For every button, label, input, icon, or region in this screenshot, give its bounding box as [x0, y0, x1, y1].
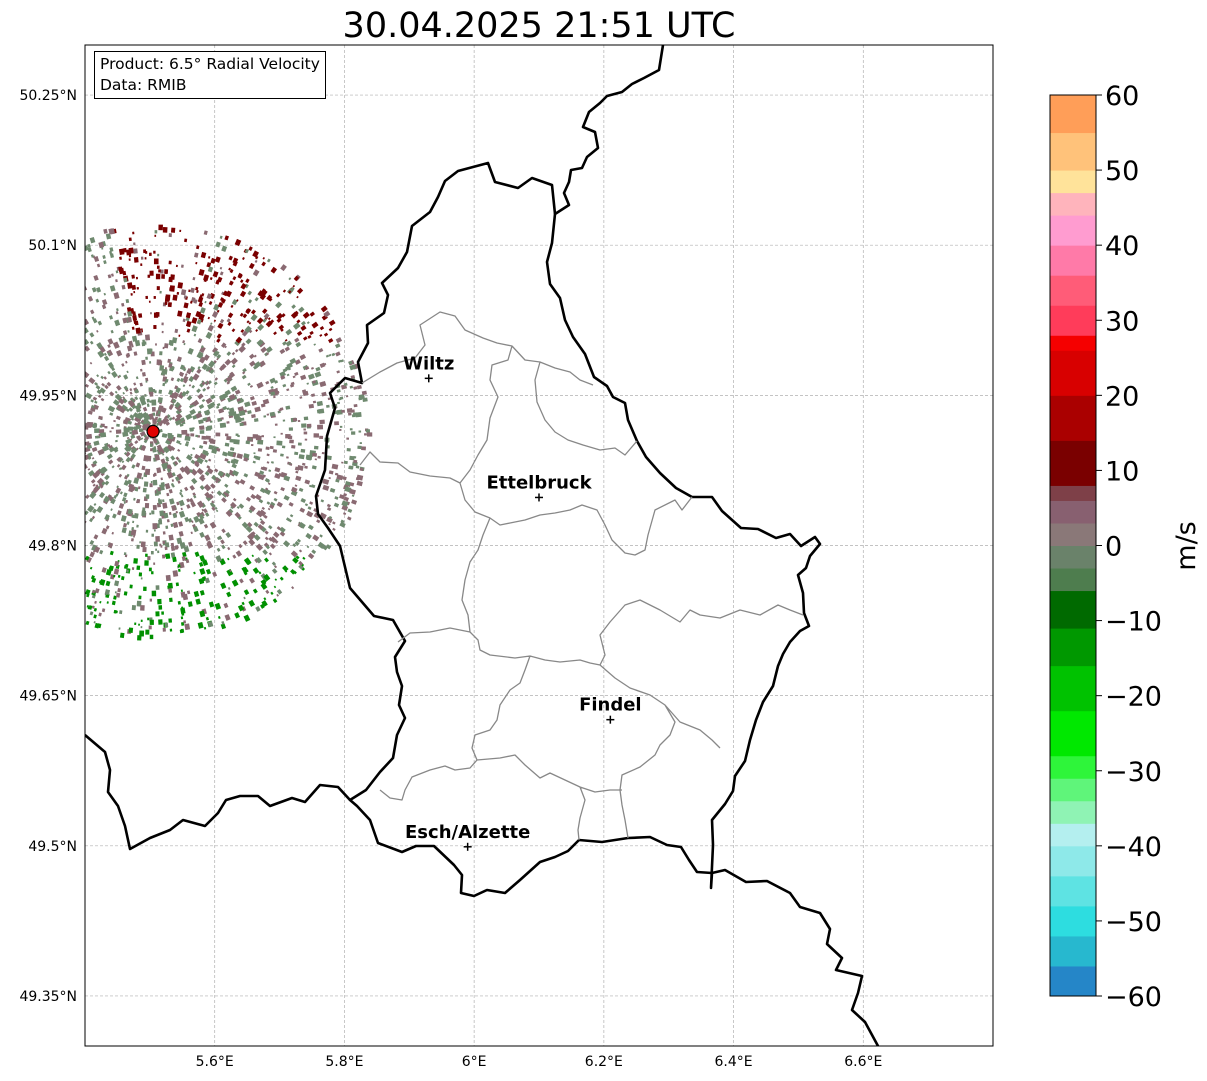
colorbar-tick-label: 10 [1105, 456, 1139, 487]
colorbar-segment [1050, 875, 1096, 907]
lat-tick-label: 49.5°N [28, 839, 77, 855]
axis-ticks: 50.25°N 50.1°N 49.95°N 49.8°N 49.65°N 49.5°N 4… [19, 88, 882, 1070]
colorbar-tick-label: 50 [1105, 156, 1139, 187]
colorbar-segment [1050, 522, 1096, 546]
canton-boundaries [359, 311, 804, 841]
colorbar-tick-label: −60 [1105, 982, 1162, 1013]
colorbar-segment [1050, 170, 1096, 194]
product-info-box: Product: 6.5° Radial Velocity Data: RMIB [94, 51, 326, 99]
colorbar-tick-label: 0 [1105, 532, 1122, 563]
colorbar-segment [1050, 500, 1096, 524]
radar-site-marker [146, 424, 160, 438]
colorbar-segment [1050, 335, 1096, 351]
colorbar-tick-label: −20 [1105, 682, 1162, 713]
colorbar-segment [1050, 800, 1096, 824]
colorbar-segment [1050, 665, 1096, 712]
city-findel: Findel [579, 695, 642, 724]
colorbar-segment [1050, 845, 1096, 877]
lon-tick-label: 6.6°E [844, 1054, 882, 1070]
colorbar-tick-label: 20 [1105, 381, 1139, 412]
city-markers: Wiltz Ettelbruck Findel Esch/Alzette [403, 353, 642, 851]
radar-echoes [85, 224, 373, 641]
city-ettelbruck: Ettelbruck [486, 472, 593, 502]
lat-tick-label: 49.95°N [19, 388, 77, 404]
colorbar-tick-label: 30 [1105, 306, 1139, 337]
colorbar-segment [1050, 710, 1096, 757]
country-border-lux-west [314, 161, 713, 898]
lat-tick-label: 49.65°N [19, 689, 77, 705]
colorbar-segment [1050, 905, 1096, 937]
city-label: Ettelbruck [486, 472, 592, 493]
city-esch-alzette: Esch/Alzette [405, 822, 530, 851]
graticule [85, 45, 993, 1046]
colorbar-segment [1050, 935, 1096, 967]
colorbar-tick-label: −30 [1105, 757, 1162, 788]
colorbar-tick-label: 60 [1105, 81, 1139, 112]
colorbar-tick-label: −10 [1105, 607, 1162, 638]
colorbar-segment [1050, 245, 1096, 276]
lat-tick-label: 49.8°N [28, 539, 77, 555]
colorbar-segment [1050, 440, 1096, 486]
colorbar-segment [1050, 755, 1096, 779]
map-frame [84, 44, 994, 1047]
colorbar-segment [1050, 192, 1096, 216]
city-label: Esch/Alzette [405, 822, 530, 843]
lat-tick-label: 50.25°N [19, 88, 77, 104]
country-border-france [85, 734, 351, 851]
colorbar-segment [1050, 395, 1096, 441]
lon-tick-label: 6.2°E [585, 1054, 623, 1070]
colorbar-segment [1050, 545, 1096, 569]
lon-tick-label: 5.6°E [196, 1054, 234, 1070]
data-source-line: Data: RMIB [100, 76, 187, 94]
colorbar-unit-label: m/s [1171, 521, 1202, 570]
colorbar-segment [1050, 95, 1096, 134]
colorbar-segment [1050, 965, 1096, 997]
colorbar-tick-label: −40 [1105, 832, 1162, 863]
colorbar-segment [1050, 132, 1096, 171]
lat-tick-label: 49.35°N [19, 989, 77, 1005]
colorbar-segment [1050, 590, 1096, 629]
lon-tick-label: 6°E [462, 1054, 487, 1070]
lon-tick-label: 5.8°E [325, 1054, 363, 1070]
colorbar-segment [1050, 275, 1096, 306]
colorbar-segment [1050, 823, 1096, 847]
colorbar-segment [1050, 628, 1096, 667]
city-label: Wiltz [403, 353, 454, 374]
country-border [545, 45, 880, 1046]
lon-tick-label: 6.4°E [715, 1054, 753, 1070]
city-label: Findel [579, 695, 642, 716]
colorbar: 60 50 40 30 20 10 0 −10 −20 −30 −40 −50 −60 [1049, 81, 1162, 1013]
colorbar-segment [1050, 568, 1096, 592]
colorbar-segment [1050, 305, 1096, 336]
colorbar-tick-label: 40 [1105, 231, 1139, 262]
product-line: Product: 6.5° Radial Velocity [100, 55, 320, 73]
lat-tick-label: 50.1°N [28, 238, 77, 254]
city-wiltz: Wiltz [403, 353, 454, 383]
colorbar-segment [1050, 215, 1096, 246]
map-title: 30.04.2025 21:51 UTC [342, 6, 736, 46]
colorbar-segment [1050, 350, 1096, 396]
colorbar-segment [1050, 778, 1096, 802]
colorbar-tick-label: −50 [1105, 907, 1162, 938]
colorbar-segment [1050, 485, 1096, 501]
